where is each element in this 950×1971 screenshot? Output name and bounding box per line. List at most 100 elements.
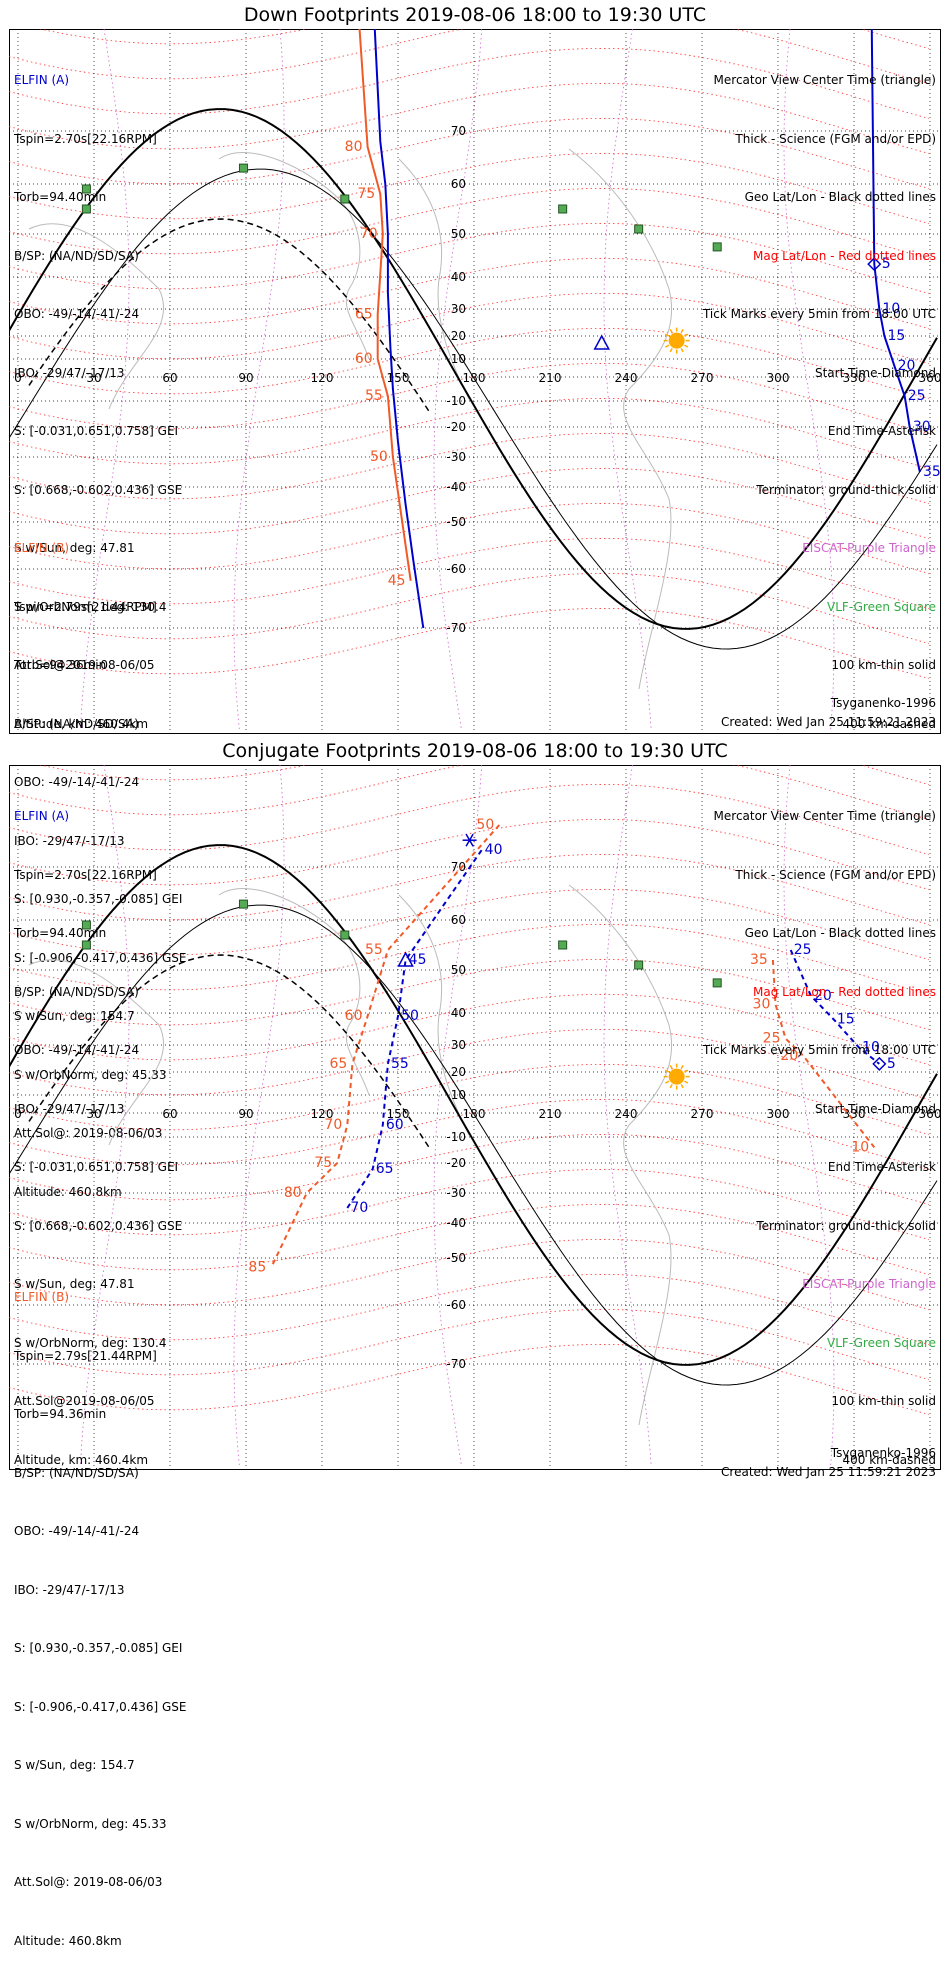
vlf-station-square	[81, 940, 91, 950]
legend-down: Mercator View Center Time (triangle) Thi…	[703, 32, 936, 754]
info-line: IBO: -29/47/-17/13	[14, 1582, 125, 1597]
legend-item: Tick Marks every 5min from 18:00 UTC	[702, 307, 936, 321]
lat-tick-label: 10	[451, 1088, 466, 1102]
info-line: Att.Sol@2019-08-06/05	[14, 1394, 155, 1408]
info-line: Torb=94.36min	[14, 658, 107, 672]
vlf-station-square	[558, 940, 568, 950]
tick-mark-label: 70	[360, 226, 378, 242]
created-label-conjugate: Created: Wed Jan 25 11:59:21 2023	[721, 1465, 936, 1479]
vlf-station-square	[634, 960, 644, 970]
info-line: S w/OrbNorm, deg: 130.4	[14, 1335, 167, 1350]
sun-icon	[668, 1068, 685, 1085]
lon-tick-label: 360	[919, 371, 941, 385]
info-line: Tspin=2.79s[21.44RPM]	[14, 1348, 157, 1363]
mag-lon-line	[233, 29, 285, 730]
info-line: S: [-0.906,-0.417,0.436] GSE	[14, 1699, 187, 1714]
coastline	[398, 158, 470, 400]
mag-lon-line	[80, 765, 130, 1466]
info-line: S w/Sun, deg: 47.81	[14, 541, 135, 555]
legend-item: 100 km-thin solid	[831, 658, 936, 672]
lat-tick-label: -40	[446, 1216, 466, 1230]
sun-ray	[665, 333, 670, 337]
lat-tick-label: 20	[451, 329, 466, 343]
tick-mark-label: 35	[923, 464, 941, 480]
tick-mark-label: 60	[386, 1117, 404, 1133]
tick-mark-label: 10	[862, 1040, 880, 1056]
info-line: Tspin=2.70s[22.16RPM]	[14, 131, 157, 146]
sun-ray	[680, 348, 684, 353]
coastline	[218, 152, 370, 360]
tick-mark-label: 20	[898, 358, 916, 374]
lon-tick-label: 270	[691, 1107, 714, 1121]
tick-mark-label: 25	[794, 942, 812, 958]
info-line: Att.Sol@: 2019-08-06/03	[14, 1875, 163, 1889]
elfin-a-info-down: ELFIN (A) Tspin=2.70s[22.16RPM] Torb=94.…	[14, 32, 182, 754]
lon-tick-label: 0	[14, 1107, 22, 1121]
legend-item: 100 km-thin solid	[831, 1394, 936, 1408]
info-line: S w/Sun, deg: 154.7	[14, 1758, 135, 1772]
tick-mark-label: 50	[401, 1008, 419, 1024]
legend-item: 400 km-dashed	[842, 1452, 936, 1467]
lon-tick-label: 30	[86, 371, 101, 385]
sun-ray	[669, 1084, 673, 1089]
info-line: OBO: -49/-14/-41/-24	[14, 1524, 140, 1538]
lat-tick-label: 40	[451, 1006, 466, 1020]
center-time-triangle	[397, 951, 414, 967]
elfin-a-title: ELFIN (A)	[14, 73, 70, 87]
coastline	[28, 959, 165, 1146]
orbit-track	[346, 849, 483, 1209]
mag-lon-line	[603, 29, 652, 730]
tick-mark-label: 85	[248, 1259, 266, 1275]
lat-tick-label: -30	[446, 1186, 466, 1200]
lat-tick-label: -50	[446, 515, 466, 529]
start-time-diamond	[872, 1056, 887, 1071]
sun-ray	[669, 1064, 673, 1070]
mag-lon-line	[603, 765, 652, 1466]
mag-lon-line	[783, 29, 835, 730]
info-line: S w/Sun, deg: 47.81	[14, 1277, 135, 1291]
map-down-footprints: 0 30 60 90 120 150 180 210 240 270 300 330 360706050…	[9, 29, 941, 734]
terminator-400km	[28, 218, 430, 412]
elfin-a-info-conjugate: ELFIN (A) Tspin=2.70s[22.16RPM] Torb=94.…	[14, 768, 182, 1490]
vlf-station-square	[634, 224, 644, 234]
info-line: Att.Sol@: 2019-08-06/03	[14, 1126, 163, 1140]
sun-ray	[665, 1069, 670, 1073]
center-time-triangle	[593, 334, 610, 350]
model-label-down: Tsyganenko-1996	[830, 696, 936, 710]
tick-mark-label: 25	[763, 1031, 781, 1047]
sun-ray	[684, 333, 689, 337]
lat-tick-label: 10	[451, 352, 466, 366]
created-label-down: Created: Wed Jan 25 11:59:21 2023	[721, 715, 936, 729]
tick-mark-label: 75	[314, 1155, 332, 1171]
info-line: S: [0.668,-0.602,0.436] GSE	[14, 1218, 183, 1233]
info-line: B/SP: (NA/ND/SD/SA)	[14, 716, 139, 731]
elfin-b-info-conjugate: ELFIN (B) Tspin=2.79s[21.44RPM] Torb=94.…	[14, 1249, 187, 1971]
terminator-400km	[28, 954, 430, 1148]
sun-ray	[680, 1084, 684, 1089]
info-line: S: [0.668,-0.602,0.436] GSE	[14, 482, 183, 497]
lon-tick-label: 330	[843, 1107, 866, 1121]
legend-item: Thick - Science (FGM and/or EPD)	[735, 131, 936, 146]
mag-lon-line	[233, 765, 285, 1466]
lat-tick-label: 60	[451, 913, 466, 927]
tick-mark-label: 55	[391, 1056, 409, 1072]
lat-tick-label: -20	[446, 420, 466, 434]
info-line: IBO: -29/47/-17/13	[14, 365, 125, 380]
tick-mark-label: 55	[365, 388, 383, 404]
lon-tick-label: 360	[919, 1107, 941, 1121]
elfin-b-title: ELFIN (B)	[14, 1290, 70, 1304]
start-time-diamond	[867, 257, 882, 272]
lat-tick-label: 60	[451, 177, 466, 191]
tick-mark-label: 80	[284, 1185, 302, 1201]
legend-item: Mercator View Center Time (triangle)	[713, 73, 936, 87]
info-line: OBO: -49/-14/-41/-24	[14, 775, 140, 789]
legend-item: EISCAT-Purple Triangle	[802, 1277, 936, 1291]
vlf-station-square	[558, 204, 568, 214]
legend-item: Start Time-Diamond	[814, 365, 936, 380]
info-line: Torb=94.36min	[14, 1407, 107, 1421]
lat-tick-label: 70	[451, 860, 466, 874]
lat-tick-label: 50	[451, 227, 466, 241]
lat-tick-label: -60	[446, 1298, 466, 1312]
lat-tick-label: 30	[451, 302, 466, 316]
legend-item: 400 km-dashed	[842, 716, 936, 731]
